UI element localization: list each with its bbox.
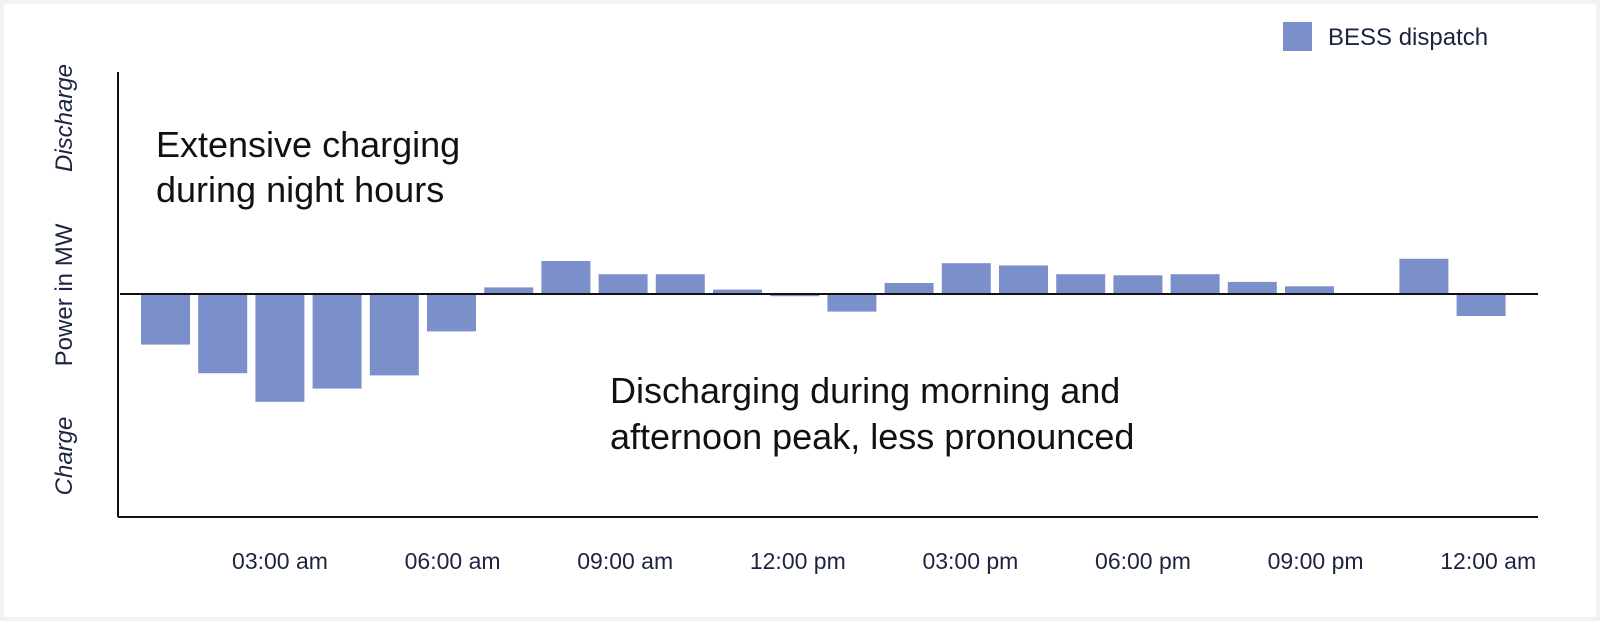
x-tick-label: 09:00 am <box>577 548 673 574</box>
x-tick-label: 09:00 pm <box>1268 548 1364 574</box>
annotation-night-line-2: during night hours <box>156 169 444 210</box>
bar-hour-9 <box>598 274 648 294</box>
x-tick-label: 06:00 am <box>405 548 501 574</box>
bar-hour-11 <box>713 289 762 294</box>
bar-hour-23 <box>1399 258 1449 294</box>
bar-hour-13 <box>827 294 877 312</box>
bar-hour-17 <box>1056 274 1106 294</box>
legend-label: BESS dispatch <box>1328 24 1488 51</box>
bar-hour-10 <box>655 274 705 294</box>
y-label-charge: Charge <box>51 417 78 496</box>
x-tick-labels: 03:00 am 06:00 am 09:00 am 12:00 pm 03:00 pm… <box>232 548 1536 574</box>
bar-hour-2 <box>198 294 248 374</box>
bar-hour-18 <box>1113 275 1163 294</box>
bar-hour-21 <box>1285 286 1334 294</box>
bar-hour-5 <box>369 294 419 376</box>
bar-hour-4 <box>312 294 362 389</box>
bar-hour-1 <box>141 294 190 345</box>
x-tick-label: 03:00 pm <box>922 548 1018 574</box>
bar-hour-16 <box>999 265 1048 294</box>
bar-hour-14 <box>884 283 934 294</box>
x-tick-label: 12:00 am <box>1440 548 1536 574</box>
bar-hour-8 <box>541 261 591 294</box>
x-tick-label: 06:00 pm <box>1095 548 1191 574</box>
bar-hour-24 <box>1456 294 1506 316</box>
bar-hour-19 <box>1170 274 1220 294</box>
annotation-peak-line-1: Discharging during morning and <box>610 370 1120 411</box>
bar-hour-12 <box>770 294 820 297</box>
x-tick-label: 12:00 pm <box>750 548 846 574</box>
bar-hour-6 <box>427 294 476 332</box>
annotation-peak-line-2: afternoon peak, less pronounced <box>610 416 1134 457</box>
bar-hour-7 <box>484 287 534 294</box>
annotation-night-line-1: Extensive charging <box>156 124 460 165</box>
bar-hour-3 <box>255 294 305 402</box>
legend-swatch <box>1283 22 1312 51</box>
bars-group <box>141 258 1506 402</box>
bar-hour-20 <box>1227 281 1277 294</box>
y-label-discharge: Discharge <box>51 64 78 172</box>
y-axis-label: Power in MW <box>51 223 78 366</box>
x-tick-label: 03:00 am <box>232 548 328 574</box>
bar-hour-15 <box>941 263 991 294</box>
